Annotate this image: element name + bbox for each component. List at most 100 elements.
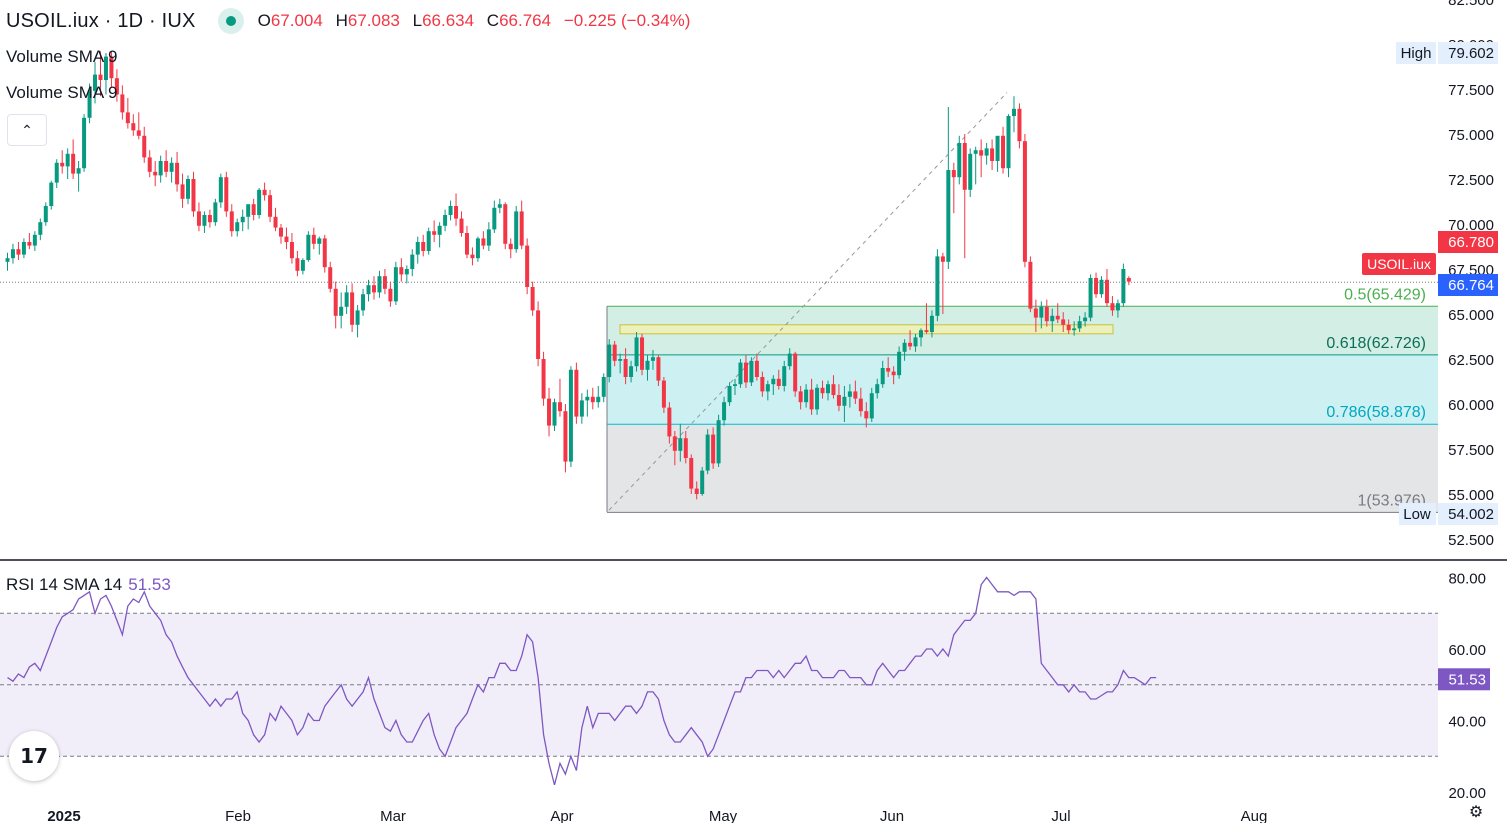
low-tag-label: Low [1403,506,1431,523]
candle-body [300,260,305,271]
candle-body [519,211,524,246]
candle-body [722,402,727,421]
symbol-title[interactable]: USOIL.iux · 1D · IUX [6,9,196,32]
rsi-axis-tick: 60.00 [1448,642,1486,659]
high-tag-label: High [1401,45,1432,62]
price-axis-tick: 55.000 [1448,487,1494,504]
candle-body [525,245,530,287]
price-axis-tick: 75.000 [1448,127,1494,144]
candle-body [350,292,355,325]
candle-body [1077,321,1082,329]
candle-body [902,342,907,352]
candle-body [678,438,683,451]
candle-body [492,207,497,230]
candle-body [836,395,841,406]
candle-body [547,398,552,426]
candle-body [82,117,87,169]
candle-body [1033,308,1038,318]
fib-level-label: 0.5(65.429) [1344,286,1426,303]
candle-body [908,342,913,347]
candle-body [306,234,311,260]
time-axis-label: May [709,808,738,823]
rsi-value: 51.53 [128,575,171,594]
candle-body [459,218,464,233]
market-status-dot [217,8,244,34]
candle-body [289,242,294,259]
candle-body [224,177,229,212]
candle-body [164,161,169,172]
candle-body [426,231,431,251]
candle-body [612,344,617,361]
rsi-legend[interactable]: RSI 14 SMA 14 51.53 [6,575,171,595]
volume-sma-indicator-1[interactable]: Volume SMA 9 [6,47,118,66]
candle-body [54,162,59,183]
candle-body [957,143,962,178]
fib-zone-0.618-0.786 [607,354,1438,425]
candle-body [355,310,360,325]
candle-body [1121,269,1126,304]
highlight-zone [619,324,1114,335]
candle-body [935,256,940,316]
candle-body [940,256,945,262]
candle-body [1022,141,1027,262]
low-value-bg [1438,503,1498,525]
candle-body [1115,303,1120,311]
candle-body [470,254,475,259]
candle-body [667,407,672,437]
symbol-tag: USOIL.iux [1367,256,1431,272]
candle-body [486,229,491,246]
candle-body [853,391,858,399]
candle-body [650,357,655,361]
settings-gear-icon[interactable]: ⚙ [1468,804,1484,821]
high-tag-bg [1396,42,1436,64]
candle-body [103,56,108,80]
close-value: 66.764 [499,11,552,30]
candle-body [377,276,382,293]
candle-body [191,179,196,212]
candle-body [443,215,448,226]
candle-body [464,233,469,255]
open-label: O [257,11,271,30]
candle-body [158,161,163,176]
price-axis-tick: 62.500 [1448,352,1494,369]
tradingview-logo-icon[interactable]: 17 [9,731,59,781]
candle-body [366,285,371,295]
candle-body [497,204,502,208]
candle-body [596,396,601,403]
candle-body [716,420,721,464]
change-value: −0.225 (−0.34%) [563,11,691,30]
candle-body [16,249,21,255]
candle-body [10,249,15,259]
rsi-line [7,576,1157,786]
candle-body [273,216,278,228]
candle-body [973,150,978,154]
candle-body [995,135,1000,161]
candle-body [990,148,995,161]
candle-body [344,292,349,307]
candle-body [579,400,584,417]
low-tag-bg [1399,503,1436,525]
candle-body [536,310,541,359]
candle-body [393,267,398,302]
prev-price-tag: 66.780 [1448,234,1494,251]
collapse-indicators-button[interactable]: ⌃ [7,114,47,146]
candle-body [207,215,212,223]
candle-body [530,287,535,311]
candle-body [820,387,825,394]
candle-body [804,389,809,403]
candle-body [951,170,956,178]
candle-body [322,238,327,268]
candle-body [754,360,759,377]
prev-price-tag-bg [1438,231,1498,253]
candle-body [913,337,918,347]
candle-body [142,135,147,158]
candle-body [1050,315,1055,322]
candle-body [339,306,344,316]
candle-body [738,362,743,385]
candle-body [328,267,333,289]
price-axis-tick: 52.500 [1448,532,1494,549]
volume-sma-indicator-2[interactable]: Volume SMA 9 [6,83,118,102]
price-axis-tick: 77.500 [1448,82,1494,99]
time-axis-label: Jul [1051,808,1070,823]
